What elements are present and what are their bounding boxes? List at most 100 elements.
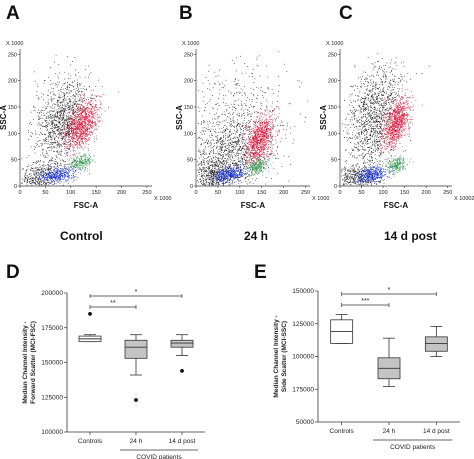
event-dot xyxy=(215,180,217,182)
event-dot xyxy=(218,138,220,140)
event-dot xyxy=(68,123,70,125)
event-dot xyxy=(57,178,59,180)
event-dot xyxy=(85,161,87,162)
event-dot xyxy=(34,168,36,169)
event-dot xyxy=(51,135,53,137)
event-dot xyxy=(85,146,87,148)
event-dot xyxy=(90,121,91,122)
event-dot xyxy=(60,103,62,105)
event-dot xyxy=(211,173,212,175)
event-dot xyxy=(197,180,198,181)
event-dot xyxy=(65,150,67,151)
event-dot xyxy=(209,166,211,168)
event-dot xyxy=(52,179,53,180)
event-dot xyxy=(85,164,87,166)
event-dot xyxy=(50,169,51,170)
event-dot xyxy=(245,146,247,148)
event-dot xyxy=(63,165,65,167)
event-dot xyxy=(65,140,66,142)
event-dot xyxy=(201,179,203,181)
event-dot xyxy=(73,135,75,137)
event-dot xyxy=(60,115,61,117)
event-dot xyxy=(70,139,72,141)
event-dot xyxy=(64,71,66,73)
event-dot xyxy=(45,172,47,174)
event-dot xyxy=(77,164,79,166)
event-dot xyxy=(61,126,63,128)
event-dot xyxy=(75,132,77,134)
event-dot xyxy=(52,123,54,125)
event-dot xyxy=(229,167,231,169)
event-dot xyxy=(67,132,68,134)
event-dot xyxy=(72,107,74,109)
event-dot xyxy=(248,75,250,77)
event-dot xyxy=(243,166,245,168)
event-dot xyxy=(70,145,71,147)
event-dot xyxy=(65,93,67,95)
event-dot xyxy=(34,182,36,184)
event-dot xyxy=(21,158,23,160)
event-dot xyxy=(81,112,83,113)
event-dot xyxy=(254,122,256,123)
event-dot xyxy=(56,123,58,125)
event-dot xyxy=(63,92,64,94)
event-dot xyxy=(235,84,237,85)
event-dot xyxy=(81,133,83,134)
event-dot xyxy=(56,126,58,128)
event-dot xyxy=(229,180,231,182)
event-dot xyxy=(277,147,278,148)
event-dot xyxy=(49,116,51,117)
event-dot xyxy=(55,170,56,172)
event-dot xyxy=(78,116,80,117)
event-dot xyxy=(211,184,213,186)
event-dot xyxy=(45,165,47,166)
event-dot xyxy=(226,181,228,183)
event-dot xyxy=(80,116,82,118)
event-dot xyxy=(87,97,89,99)
event-dot xyxy=(245,94,246,96)
event-dot xyxy=(61,113,63,115)
event-dot xyxy=(63,178,65,180)
event-dot xyxy=(41,175,43,177)
event-dot xyxy=(93,89,95,91)
event-dot xyxy=(234,141,236,143)
event-dot xyxy=(96,104,97,106)
event-dot xyxy=(79,169,81,170)
event-dot xyxy=(51,123,53,125)
event-dot xyxy=(38,98,40,99)
event-dot xyxy=(238,183,240,185)
event-dot xyxy=(62,118,64,120)
event-dot xyxy=(257,126,258,128)
event-dot xyxy=(77,107,79,109)
event-dot xyxy=(82,136,83,137)
event-dot xyxy=(60,155,62,156)
event-dot xyxy=(70,119,72,121)
event-dot xyxy=(227,159,229,161)
event-dot xyxy=(89,128,90,129)
event-dot xyxy=(30,179,32,180)
event-dot xyxy=(21,182,23,184)
event-dot xyxy=(233,137,235,139)
event-dot xyxy=(226,159,228,161)
event-dot xyxy=(99,120,101,122)
event-dot xyxy=(265,183,267,185)
event-dot xyxy=(72,112,74,114)
event-dot xyxy=(59,101,61,103)
event-dot xyxy=(206,171,208,172)
event-dot xyxy=(71,162,73,164)
event-dot xyxy=(64,152,65,154)
event-dot xyxy=(240,146,241,147)
event-dot xyxy=(79,123,81,125)
event-dot xyxy=(219,178,221,180)
event-dot xyxy=(90,94,92,96)
event-dot xyxy=(85,142,87,144)
event-dot xyxy=(55,177,57,179)
event-dot xyxy=(227,153,229,155)
event-dot xyxy=(43,82,45,84)
event-dot xyxy=(85,138,86,139)
event-dot xyxy=(66,152,67,154)
event-dot xyxy=(67,112,69,113)
event-dot xyxy=(67,73,69,75)
event-dot xyxy=(202,159,204,161)
event-dot xyxy=(63,173,65,175)
